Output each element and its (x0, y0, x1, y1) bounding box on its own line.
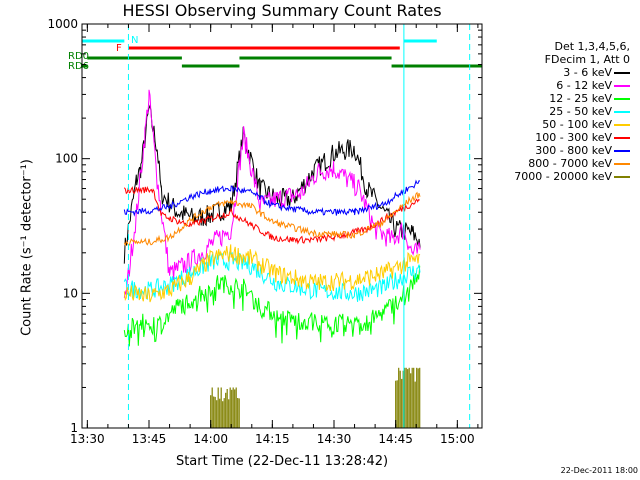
y-tick-label: 100 (55, 152, 78, 166)
legend-item: 12 - 25 keV (486, 92, 638, 105)
state-label-rd6: RD6 (68, 61, 89, 72)
x-axis-label: Start Time (22-Dec-11 13:28:42) (175, 454, 389, 469)
x-tick-label: 14:45 (378, 432, 413, 446)
chart-title: HESSI Observing Summary Count Rates (122, 1, 442, 20)
series-layer (123, 89, 421, 428)
legend-label: 6 - 12 keV (556, 79, 612, 92)
legend-label: 50 - 100 keV (542, 118, 612, 131)
legend-swatch (614, 124, 630, 126)
legend-swatch (614, 85, 630, 87)
y-axis-label: Count Rate (s⁻¹ detector⁻¹) (19, 159, 35, 336)
legend-item: 300 - 800 keV (486, 144, 638, 157)
series-50-100-kev (123, 244, 421, 303)
state-label-rd0: RD0 (68, 51, 89, 62)
series-7000-20000-kev (210, 367, 421, 428)
legend-item: 3 - 6 keV (486, 66, 638, 79)
x-tick-label: 15:00 (440, 432, 475, 446)
legend-swatch (614, 163, 630, 165)
series-25-50-kev (123, 251, 421, 302)
legend-swatch (614, 176, 630, 178)
legend-header-line-1: Det 1,3,4,5,6, (554, 40, 630, 53)
legend-item: 100 - 300 keV (486, 131, 638, 144)
legend-label: 100 - 300 keV (535, 131, 612, 144)
legend-item: 7000 - 20000 keV (486, 170, 638, 183)
x-tick-label: 14:30 (317, 432, 352, 446)
legend-label: 800 - 7000 keV (528, 157, 612, 170)
series-300-800-kev (123, 179, 421, 217)
x-tick-label: 14:15 (255, 432, 290, 446)
legend-item: 50 - 100 keV (486, 118, 638, 131)
series-12-25-kev (123, 265, 421, 347)
plot-frame (81, 23, 483, 429)
state-label-n: N (131, 35, 138, 46)
y-tick-label: 1000 (47, 17, 78, 31)
series-800-7000-kev (123, 191, 421, 247)
x-tick-label: 13:45 (132, 432, 167, 446)
legend-swatch (614, 150, 630, 152)
legend-label: 12 - 25 keV (549, 92, 612, 105)
axis-layer: 1 10 100 1000 13:30 13:45 14:00 14:15 14:30 14:45… (47, 17, 482, 446)
legend-item: 800 - 7000 keV (486, 157, 638, 170)
legend-label: 3 - 6 keV (563, 66, 612, 79)
x-tick-label: 13:30 (70, 432, 105, 446)
legend-header-line-2: FDecim 1, Att 0 (544, 53, 630, 66)
legend-label: 300 - 800 keV (535, 144, 612, 157)
legend-swatch (614, 137, 630, 139)
legend-item: 6 - 12 keV (486, 79, 638, 92)
legend-swatch (614, 98, 630, 100)
y-tick-label: 10 (63, 286, 78, 300)
state-label-f: F (116, 43, 122, 54)
legend: Det 1,3,4,5,6, FDecim 1, Att 0 3 - 6 keV… (486, 40, 638, 183)
legend-label: 7000 - 20000 keV (514, 170, 612, 183)
legend-swatch (614, 72, 630, 74)
legend-swatch (614, 111, 630, 113)
series-6-12-kev (123, 89, 421, 298)
legend-item: 25 - 50 keV (486, 105, 638, 118)
y-tick-label: 1 (70, 421, 78, 435)
x-tick-label: 14:00 (193, 432, 228, 446)
legend-rows: 3 - 6 keV 6 - 12 keV 12 - 25 keV 25 - 50 ke… (486, 66, 638, 183)
legend-label: 25 - 50 keV (549, 105, 612, 118)
footer-timestamp: 22-Dec-2011 18:00 (560, 466, 638, 475)
